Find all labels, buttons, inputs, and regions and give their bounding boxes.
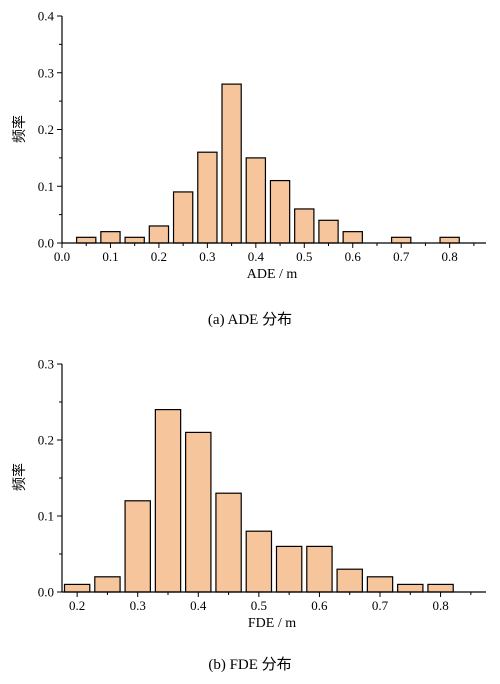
ade-x-tick-label: 0.6 (345, 249, 362, 264)
ade-bar (318, 219, 339, 244)
ade-x-tick-label: 0.4 (248, 249, 265, 264)
fde-histogram-panel: 0.0 0.1 0.2 0.3 0.2 0.3 0.4 0.5 0.6 0.7 0.8 FDE / … (11, 357, 486, 673)
ade-ticks: 0.0 0.1 0.2 0.3 0.4 0.0 0.1 0.2 0.3 0.4 0.5 0.6 0.7 0… (38, 9, 475, 264)
fde-y-tick-label: 0.2 (38, 433, 54, 448)
ade-histogram-panel: 0.0 0.1 0.2 0.3 0.4 0.0 0.1 0.2 0.3 0.4 0.5 0.6 0.7 0… (11, 9, 486, 328)
fde-caption: (b) FDE 分布 (208, 656, 291, 673)
fde-bar (245, 530, 273, 593)
ade-y-tick-label: 0.3 (38, 65, 54, 80)
fde-x-tick-label: 0.6 (311, 598, 328, 613)
ade-bar (197, 151, 218, 244)
ade-bar (390, 236, 412, 244)
ade-x-tick-label: 0.1 (102, 249, 118, 264)
fde-bar (275, 545, 303, 593)
ade-bar (124, 236, 145, 244)
ade-x-tick-label: 0.7 (393, 249, 410, 264)
fde-x-tick-label: 0.2 (69, 598, 85, 613)
ade-bars (76, 83, 460, 244)
fde-y-tick-label: 0.1 (38, 509, 54, 524)
fde-bar (427, 583, 454, 593)
fde-bar (336, 568, 363, 593)
fde-y-tick-label: 0.0 (38, 585, 54, 600)
ade-bar (439, 236, 460, 244)
ade-x-axis-label: ADE / m (247, 267, 298, 282)
fde-bar (215, 492, 242, 593)
fde-bar (185, 431, 212, 593)
fde-bar (94, 576, 121, 593)
ade-bar (245, 157, 267, 244)
ade-y-tick-label: 0.4 (38, 9, 55, 24)
ade-x-tick-label: 0.3 (199, 249, 215, 264)
fde-x-tick-label: 0.3 (130, 598, 146, 613)
ade-x-tick-label: 0.8 (442, 249, 458, 264)
fde-x-tick-label: 0.4 (190, 598, 207, 613)
fde-x-tick-label: 0.8 (432, 598, 448, 613)
fde-ticks: 0.0 0.1 0.2 0.3 0.2 0.3 0.4 0.5 0.6 0.7 0.8 (38, 357, 472, 613)
ade-x-tick-label: 0.5 (296, 249, 312, 264)
ade-bar (342, 231, 363, 244)
fde-x-axis-label: FDE / m (248, 616, 296, 631)
fde-bar (63, 583, 91, 593)
fde-bar (366, 576, 394, 593)
fde-bar (124, 500, 151, 593)
ade-y-axis-label: 频率 (11, 115, 28, 143)
fde-y-axis-label: 频率 (11, 463, 28, 491)
ade-bar (172, 191, 194, 244)
fde-x-tick-label: 0.5 (251, 598, 267, 613)
ade-bar (76, 236, 97, 244)
fde-y-tick-label: 0.3 (38, 357, 54, 372)
fde-bar (397, 583, 424, 593)
fde-x-tick-label: 0.7 (372, 598, 389, 613)
ade-x-tick-label: 0.2 (151, 249, 167, 264)
fde-bar (154, 409, 182, 593)
ade-y-tick-label: 0.1 (38, 179, 54, 194)
ade-y-tick-label: 0.2 (38, 122, 54, 137)
fde-bars (63, 409, 454, 593)
ade-y-tick-label: 0.0 (38, 236, 54, 251)
ade-caption: (a) ADE 分布 (208, 311, 292, 328)
ade-bar (294, 208, 315, 244)
ade-bar (148, 225, 170, 244)
ade-bar (221, 83, 242, 244)
ade-bar (100, 231, 121, 244)
ade-bar (269, 179, 291, 244)
fde-bar (306, 545, 333, 593)
ade-x-tick-label: 0.0 (54, 249, 70, 264)
